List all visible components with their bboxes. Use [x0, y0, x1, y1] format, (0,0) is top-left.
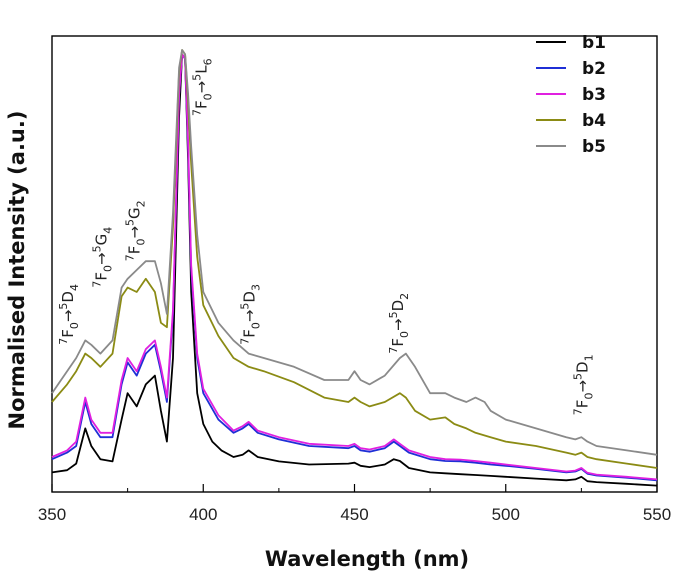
- transition-annotation: 7F0→5L6: [190, 58, 214, 116]
- legend-label-b4: b4: [582, 111, 606, 131]
- x-tick-label: 500: [492, 505, 520, 524]
- series-line-b1: [51, 53, 658, 487]
- x-tick-label: 550: [643, 505, 671, 524]
- series-line-b2: [51, 53, 658, 482]
- y-axis-title: Normalised Intensity (a.u.): [5, 111, 29, 430]
- x-axis-title: Wavelength (nm): [265, 547, 469, 571]
- series-line-b3: [51, 53, 658, 481]
- transition-annotation: 7F0→5D4: [57, 284, 81, 345]
- transition-annotation: 7F0→5G4: [90, 227, 114, 288]
- series-line-b4: [51, 49, 658, 469]
- legend-label-b3: b3: [582, 85, 606, 105]
- x-tick-label: 400: [189, 505, 217, 524]
- legend-label-b1: b1: [582, 33, 606, 53]
- transition-annotation: 7F0→5D3: [239, 284, 263, 345]
- x-tick-label: 450: [340, 505, 368, 524]
- x-tick-label: 350: [38, 505, 66, 524]
- legend-label-b5: b5: [582, 137, 606, 157]
- legend-label-b2: b2: [582, 59, 606, 79]
- transition-annotation: 7F0→5D1: [571, 354, 595, 415]
- transition-annotation: 7F0→5D2: [387, 293, 411, 354]
- series-line-b5: [51, 49, 658, 456]
- transition-annotation: 7F0→5G2: [124, 200, 148, 261]
